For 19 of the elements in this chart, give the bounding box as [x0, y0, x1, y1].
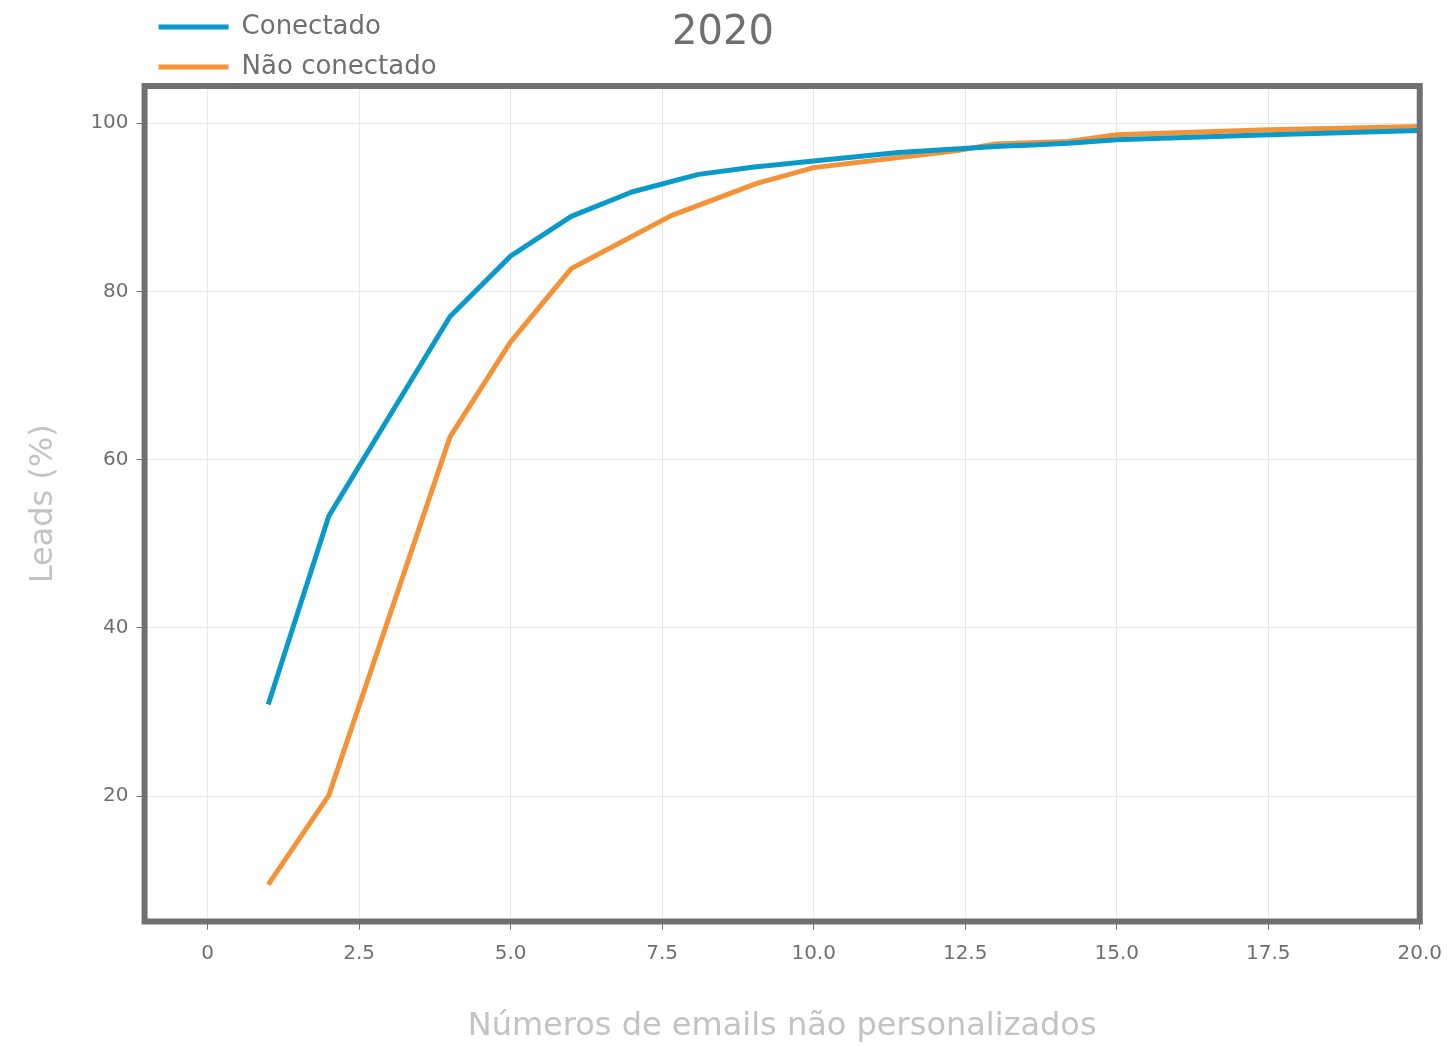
- x-tick-label: 5.0: [494, 939, 527, 964]
- y-tick-label: 40: [103, 614, 129, 639]
- y-axis-title: Leads (%): [21, 424, 60, 584]
- y-tick-label: 80: [103, 277, 129, 302]
- chart-title: 2020: [672, 7, 774, 54]
- x-axis-title: Números de emails não personalizados: [467, 1005, 1097, 1044]
- x-tick-label: 10.0: [791, 939, 836, 964]
- y-tick-label: 20: [103, 782, 129, 807]
- x-tick-label: 20.0: [1397, 939, 1442, 964]
- x-tick-label: 7.5: [646, 939, 679, 964]
- legend-label: Não conectado: [241, 49, 437, 80]
- x-tick-label: 15.0: [1094, 939, 1139, 964]
- y-tick-label: 60: [103, 445, 129, 470]
- x-tick-label: 2.5: [343, 939, 376, 964]
- x-tick-label: 17.5: [1245, 939, 1291, 964]
- x-tick-label: 12.5: [942, 939, 988, 964]
- legend-label: Conectado: [241, 9, 381, 40]
- y-tick-label: 100: [90, 109, 129, 134]
- x-tick-label: 0: [201, 939, 214, 964]
